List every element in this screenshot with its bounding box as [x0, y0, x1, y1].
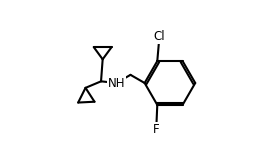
Text: F: F — [153, 123, 159, 136]
Text: Cl: Cl — [152, 30, 164, 43]
Text: NH: NH — [107, 77, 125, 89]
